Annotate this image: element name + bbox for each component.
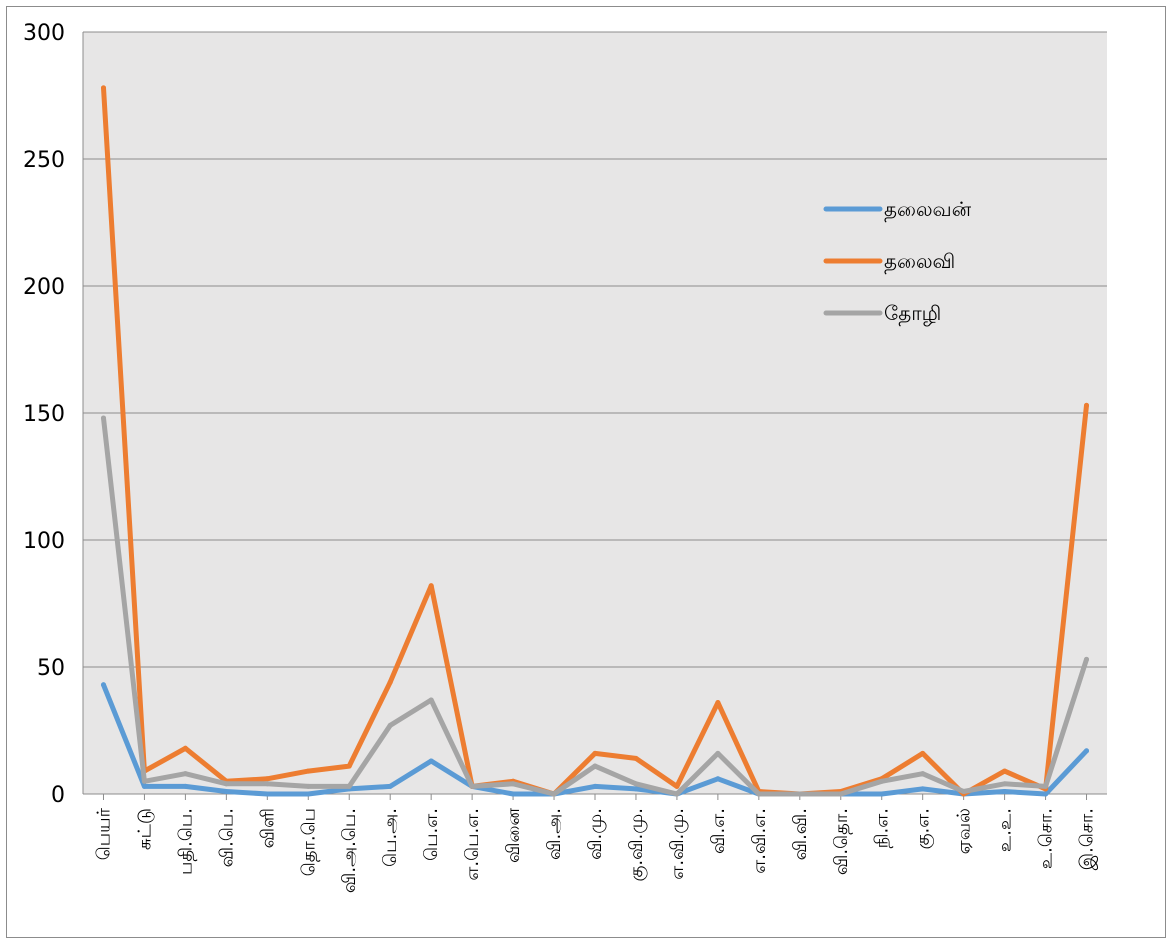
x-tick-label: கு.எ. bbox=[913, 808, 935, 849]
x-tick-label: சுட்டு bbox=[134, 808, 155, 850]
data-point bbox=[674, 791, 680, 797]
data-point bbox=[838, 791, 844, 797]
data-point bbox=[510, 781, 516, 787]
x-tick-label: வி.தொ. bbox=[831, 808, 853, 875]
data-point bbox=[797, 791, 803, 797]
y-tick-label: 300 bbox=[23, 21, 65, 46]
x-tick-label: பெயர் bbox=[93, 807, 114, 860]
data-point bbox=[182, 745, 188, 751]
data-point bbox=[920, 750, 926, 756]
data-point bbox=[141, 778, 147, 784]
x-tick-label: வி.எ. bbox=[708, 808, 729, 854]
x-tick-label: பெ.எ. bbox=[421, 808, 442, 861]
data-point bbox=[469, 783, 475, 789]
x-tick-label: உ.சொ. bbox=[1036, 808, 1057, 869]
x-tick-label: விளி bbox=[257, 808, 278, 848]
data-point bbox=[715, 700, 721, 706]
data-point bbox=[1084, 402, 1090, 408]
data-point bbox=[346, 783, 352, 789]
data-point bbox=[592, 763, 598, 769]
data-point bbox=[1002, 781, 1008, 787]
data-point bbox=[592, 750, 598, 756]
data-point bbox=[428, 758, 434, 764]
x-tick-label: வி.மு. bbox=[585, 808, 606, 860]
data-point bbox=[182, 771, 188, 777]
data-point bbox=[100, 85, 106, 91]
x-tick-label: எ.வி.மு. bbox=[667, 808, 688, 880]
data-point bbox=[223, 781, 229, 787]
data-point bbox=[305, 791, 311, 797]
data-point bbox=[510, 791, 516, 797]
data-point bbox=[674, 783, 680, 789]
legend-label: தலைவி bbox=[884, 249, 955, 274]
data-point bbox=[346, 763, 352, 769]
y-tick-label: 150 bbox=[23, 402, 65, 427]
data-point bbox=[1002, 768, 1008, 774]
y-tick-label: 250 bbox=[23, 148, 65, 173]
y-tick-label: 50 bbox=[37, 656, 65, 681]
data-point bbox=[715, 776, 721, 782]
x-tick-label: நி.எ. bbox=[872, 808, 894, 848]
legend-label: தோழி bbox=[884, 301, 941, 326]
data-point bbox=[264, 791, 270, 797]
x-tick-label: பெ.அ. bbox=[380, 808, 401, 867]
data-point bbox=[387, 722, 393, 728]
data-point bbox=[264, 776, 270, 782]
data-point bbox=[879, 791, 885, 797]
data-point bbox=[182, 783, 188, 789]
data-point bbox=[1043, 791, 1049, 797]
data-point bbox=[879, 778, 885, 784]
data-point bbox=[1043, 783, 1049, 789]
x-tick-label: கு.வி.மு. bbox=[626, 808, 648, 882]
x-tick-label: எ.பெ.எ. bbox=[462, 808, 483, 881]
x-tick-label: வி.பெ. bbox=[216, 808, 237, 867]
data-point bbox=[633, 786, 639, 792]
data-point bbox=[592, 783, 598, 789]
data-point bbox=[387, 679, 393, 685]
data-point bbox=[961, 788, 967, 794]
y-tick-label: 200 bbox=[23, 275, 65, 300]
data-point bbox=[428, 583, 434, 589]
data-point bbox=[1084, 748, 1090, 754]
data-point bbox=[1084, 656, 1090, 662]
data-point bbox=[141, 783, 147, 789]
data-point bbox=[305, 768, 311, 774]
data-point bbox=[756, 791, 762, 797]
x-tick-label: பதி.பெ. bbox=[175, 808, 197, 875]
legend-label: தலைவன் bbox=[884, 197, 972, 222]
data-point bbox=[428, 697, 434, 703]
data-point bbox=[387, 783, 393, 789]
x-tick-label: இ.சொ. bbox=[1077, 808, 1098, 870]
x-tick-label: வி.அ. bbox=[544, 808, 565, 860]
x-tick-label: வி.அ.பெ. bbox=[339, 808, 360, 893]
data-point bbox=[264, 781, 270, 787]
y-tick-label: 0 bbox=[51, 783, 65, 808]
data-point bbox=[633, 755, 639, 761]
data-point bbox=[920, 786, 926, 792]
x-tick-label: வி.வி. bbox=[790, 808, 811, 860]
x-tick-label: ஏவல் bbox=[954, 808, 975, 854]
data-point bbox=[100, 415, 106, 421]
y-tick-label: 100 bbox=[23, 529, 65, 554]
data-point bbox=[633, 781, 639, 787]
data-point bbox=[920, 771, 926, 777]
x-tick-label: வினை bbox=[503, 807, 524, 863]
data-point bbox=[715, 750, 721, 756]
data-point bbox=[305, 783, 311, 789]
data-point bbox=[1002, 788, 1008, 794]
x-tick-label: உ.உ. bbox=[995, 808, 1016, 852]
x-tick-label: தொ.பெ bbox=[298, 808, 320, 876]
x-tick-label: எ.வி.எ. bbox=[749, 808, 770, 874]
data-point bbox=[100, 682, 106, 688]
data-point bbox=[551, 791, 557, 797]
data-point bbox=[223, 788, 229, 794]
